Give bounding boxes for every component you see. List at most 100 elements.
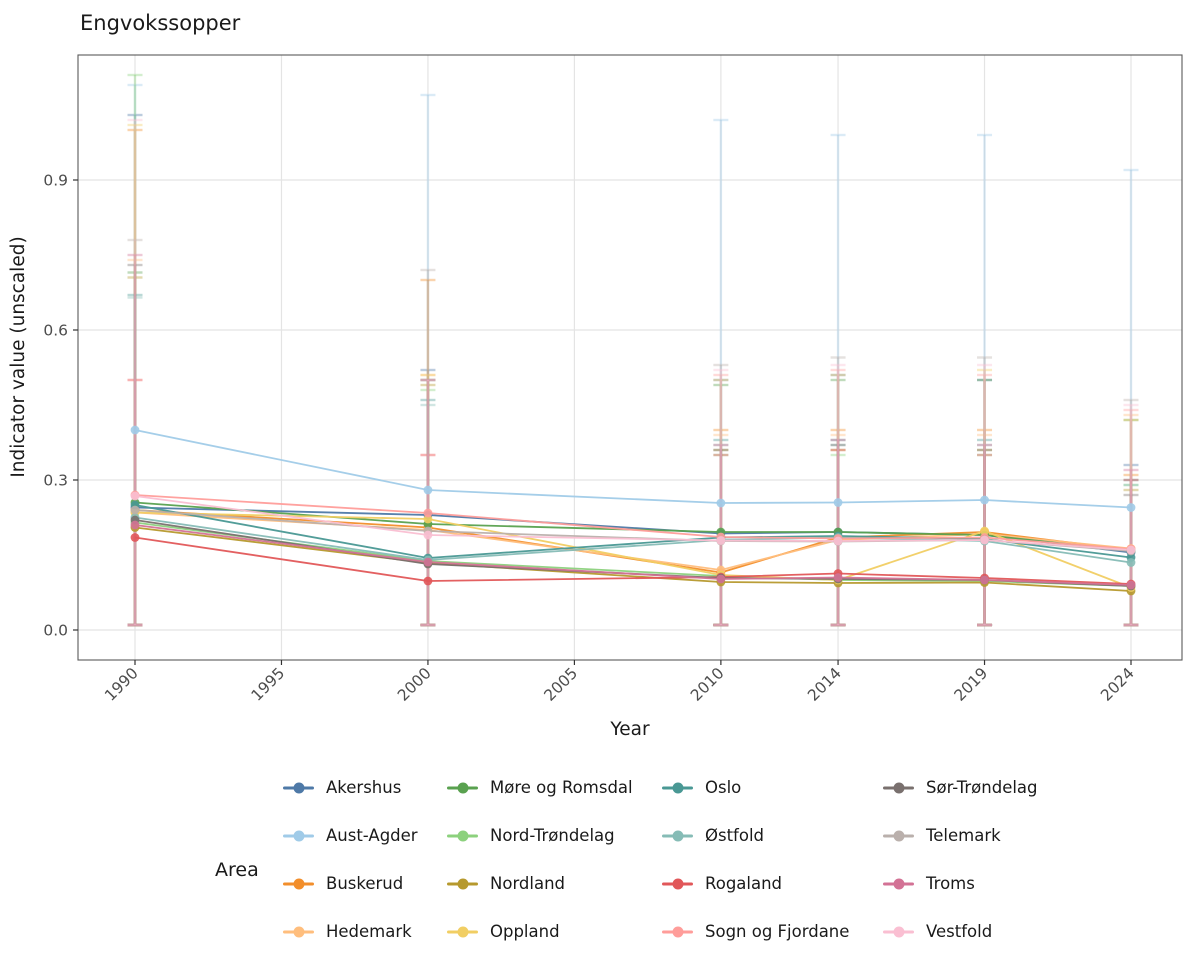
legend-line-dot-icon (283, 925, 314, 939)
data-point (980, 526, 989, 536)
legend-dot (672, 926, 683, 937)
legend-dot (457, 782, 468, 793)
legend-label: Rogaland (705, 874, 783, 893)
legend-line-dot-icon (883, 925, 914, 939)
legend-line-dot-icon (283, 877, 314, 891)
legend-item: Rogaland (662, 868, 883, 899)
data-point (130, 520, 140, 530)
y-tick-label: 0.6 (43, 322, 68, 340)
legend-line-dot-icon (883, 829, 914, 843)
data-point (423, 557, 433, 567)
data-point (130, 505, 140, 515)
x-tick-label: 2005 (541, 664, 582, 705)
legend-title: Area (215, 859, 259, 882)
data-point (423, 576, 433, 586)
legend-item: Aust-Agder (283, 820, 447, 851)
legend-label: Vestfold (926, 922, 993, 941)
data-point (130, 491, 140, 501)
legend-line-dot-icon (662, 925, 693, 939)
series-line (134, 516, 1132, 564)
y-axis-title: Indicator value (unscaled) (8, 236, 29, 477)
legend-item: Oppland (447, 916, 662, 947)
legend-item: Nord-Trøndelag (447, 820, 662, 851)
data-point (423, 485, 433, 495)
legend-dot (893, 830, 904, 841)
y-tick-label: 0.3 (43, 472, 68, 490)
x-tick-label: 2010 (687, 664, 728, 705)
legend-item: Vestfold (883, 916, 1073, 947)
legend-item: Sør-Trøndelag (883, 772, 1073, 803)
legend-line-dot-icon (447, 925, 478, 939)
legend-dot (672, 782, 683, 793)
panel-background (78, 55, 1182, 660)
legend-item: Telemark (883, 820, 1073, 851)
series-line (134, 429, 1132, 509)
legend-item: Østfold (662, 820, 883, 851)
data-point (1126, 558, 1136, 567)
legend-label: Østfold (705, 826, 765, 845)
legend-label: Buskerud (326, 874, 404, 893)
legend-dot (293, 926, 304, 937)
legend-label: Akershus (326, 778, 402, 797)
legend-item: Buskerud (283, 868, 447, 899)
legend-item: Oslo (662, 772, 883, 803)
legend-label: Nord-Trøndelag (490, 826, 615, 845)
data-point (833, 536, 843, 546)
legend-item: Hedemark (283, 916, 447, 947)
legend-column: Møre og Romsdal Nord-Trøndelag Nordland Opp… (447, 772, 662, 947)
legend-label: Oslo (705, 778, 742, 797)
legend-dot (293, 830, 304, 841)
legend-dot (457, 830, 468, 841)
legend-item: Troms (883, 868, 1073, 899)
legend-column: Sør-Trøndelag Telemark Troms Vestfold (883, 772, 1073, 947)
legend-label: Aust-Agder (326, 826, 418, 845)
x-tick-label: 2014 (804, 664, 845, 705)
data-point (1126, 580, 1136, 590)
legend-label: Sogn og Fjordane (705, 922, 850, 941)
legend-line-dot-icon (662, 877, 693, 891)
data-point (423, 530, 433, 540)
legend-dot (457, 878, 468, 889)
data-point (833, 498, 843, 507)
legend-item: Møre og Romsdal (447, 772, 662, 803)
legend-label: Troms (926, 874, 975, 893)
data-point (716, 574, 726, 584)
legend-line-dot-icon (883, 877, 914, 891)
data-point (833, 573, 843, 582)
data-point (130, 533, 140, 542)
legend-line-dot-icon (662, 781, 693, 795)
legend: Area Akershus Aust-Agder Buskerud Hedemark M… (0, 772, 1200, 972)
legend-item: Nordland (447, 868, 662, 899)
legend-label: Møre og Romsdal (490, 778, 633, 797)
series-line (134, 494, 1132, 550)
legend-line-dot-icon (447, 781, 478, 795)
x-tick-label: 1995 (248, 664, 289, 705)
plot-area: 0.0 0.3 0.6 0.9 1990 1995 2000 2005 2010 2014 2019… (43, 54, 1183, 705)
legend-item: Sogn og Fjordane (662, 916, 883, 947)
data-point (1126, 545, 1136, 555)
legend-line-dot-icon (883, 781, 914, 795)
x-tick-label: 2000 (394, 664, 435, 705)
legend-dot (457, 926, 468, 937)
legend-label: Sør-Trøndelag (926, 778, 1038, 797)
data-point (130, 425, 140, 435)
x-axis-title: Year (609, 719, 650, 740)
x-tick-label: 2019 (951, 664, 992, 705)
legend-label: Oppland (490, 922, 560, 941)
series-line (134, 495, 1132, 551)
legend-line-dot-icon (447, 829, 478, 843)
legend-label: Hedemark (326, 922, 412, 941)
legend-dot (893, 878, 904, 889)
legend-column: Akershus Aust-Agder Buskerud Hedemark (283, 772, 447, 947)
series-line (134, 501, 1132, 552)
legend-dot (893, 926, 904, 937)
legend-item: Akershus (283, 772, 447, 803)
legend-columns: Akershus Aust-Agder Buskerud Hedemark Møre o… (283, 772, 1200, 947)
data-point (716, 498, 726, 508)
chart-title: Engvokssopper (80, 11, 241, 35)
legend-label: Telemark (926, 826, 1001, 845)
data-point (980, 495, 989, 505)
legend-dot (672, 830, 683, 841)
series-line (134, 524, 1132, 586)
